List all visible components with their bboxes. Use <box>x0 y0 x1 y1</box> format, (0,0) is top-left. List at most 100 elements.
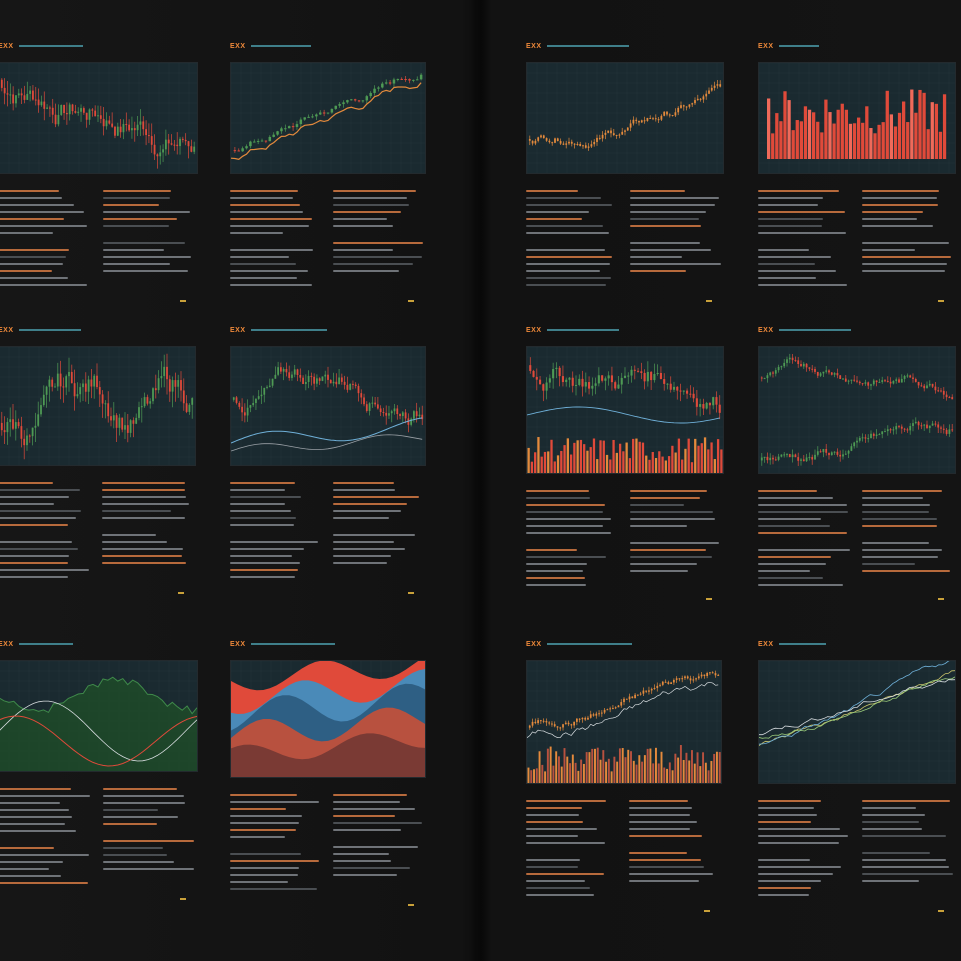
bar <box>865 106 869 159</box>
paragraph <box>526 549 618 591</box>
candle <box>853 441 856 449</box>
bar <box>893 126 898 159</box>
candle <box>582 144 584 149</box>
candle <box>91 108 94 117</box>
volume-bar <box>621 748 624 783</box>
paragraph <box>230 249 321 291</box>
candle <box>636 694 639 697</box>
candle <box>266 385 268 390</box>
paragraph <box>230 853 321 895</box>
candle <box>404 76 407 82</box>
candle <box>718 395 721 420</box>
candle <box>112 402 115 429</box>
candle <box>6 417 9 445</box>
text-line <box>333 249 394 251</box>
candle <box>684 675 686 680</box>
volume-bar <box>643 755 646 783</box>
text-line <box>630 504 685 506</box>
candle <box>119 119 122 138</box>
text-line <box>758 577 824 579</box>
candle <box>620 372 623 394</box>
text-line <box>526 859 580 861</box>
candle <box>12 86 15 111</box>
candle <box>589 710 592 719</box>
candle <box>9 83 12 105</box>
candle <box>774 456 777 461</box>
candle <box>892 380 895 385</box>
candle <box>917 381 920 389</box>
volume-bar <box>605 454 609 473</box>
candle <box>539 719 542 724</box>
candle <box>881 431 884 439</box>
candle <box>176 132 179 155</box>
text-line <box>0 270 52 272</box>
candle <box>853 375 856 382</box>
candle <box>173 139 176 151</box>
candle <box>537 717 539 725</box>
text-line <box>230 232 284 234</box>
volume-bar <box>569 454 573 473</box>
paragraph <box>862 542 954 577</box>
text-line <box>0 847 54 849</box>
candle <box>114 125 116 139</box>
text-line <box>103 249 164 251</box>
candle <box>551 141 554 146</box>
candle <box>108 115 111 125</box>
candle <box>763 377 766 380</box>
volume-bar <box>654 747 657 783</box>
candle <box>607 371 610 386</box>
page-marker <box>178 592 184 594</box>
text-line <box>230 510 291 512</box>
candle <box>584 372 587 393</box>
candle <box>914 417 917 425</box>
candle <box>9 407 12 437</box>
candle <box>148 123 150 144</box>
page-gutter <box>470 0 492 961</box>
candle <box>575 717 578 726</box>
candle <box>241 398 243 422</box>
volume-bar <box>668 762 671 783</box>
candle <box>115 413 118 442</box>
candle <box>535 368 538 391</box>
panel-header: EXX <box>0 42 84 50</box>
series-line <box>0 700 197 762</box>
candle <box>937 421 940 434</box>
text-line <box>0 823 66 825</box>
candle <box>663 111 666 117</box>
bar <box>857 117 861 159</box>
volume-bar <box>576 440 579 473</box>
report-panel-p6: EXX <box>230 326 426 606</box>
candle <box>316 374 318 387</box>
candle <box>945 391 948 401</box>
candle <box>659 366 662 380</box>
candle <box>160 361 163 388</box>
candle <box>653 684 656 690</box>
text-line <box>862 542 929 544</box>
paragraph <box>526 800 617 849</box>
candle <box>850 443 853 452</box>
candle <box>392 77 396 87</box>
candle <box>245 144 248 150</box>
text-line <box>630 570 689 572</box>
text-line <box>630 556 712 558</box>
text-line <box>103 218 177 220</box>
candle <box>884 428 886 433</box>
candle <box>623 367 627 379</box>
candle <box>612 704 614 710</box>
candle <box>377 86 380 92</box>
candle <box>682 390 685 395</box>
candle <box>132 417 135 438</box>
candle <box>898 377 900 383</box>
candle <box>118 413 121 436</box>
text-line <box>862 197 938 199</box>
text-line <box>333 204 409 206</box>
paragraph <box>526 190 618 239</box>
bar <box>844 109 848 159</box>
candle <box>360 389 363 405</box>
candle <box>162 144 164 162</box>
text-line <box>758 504 847 506</box>
candle <box>819 371 822 378</box>
text-line <box>333 555 391 557</box>
candle <box>17 88 20 99</box>
text-line <box>230 888 318 890</box>
